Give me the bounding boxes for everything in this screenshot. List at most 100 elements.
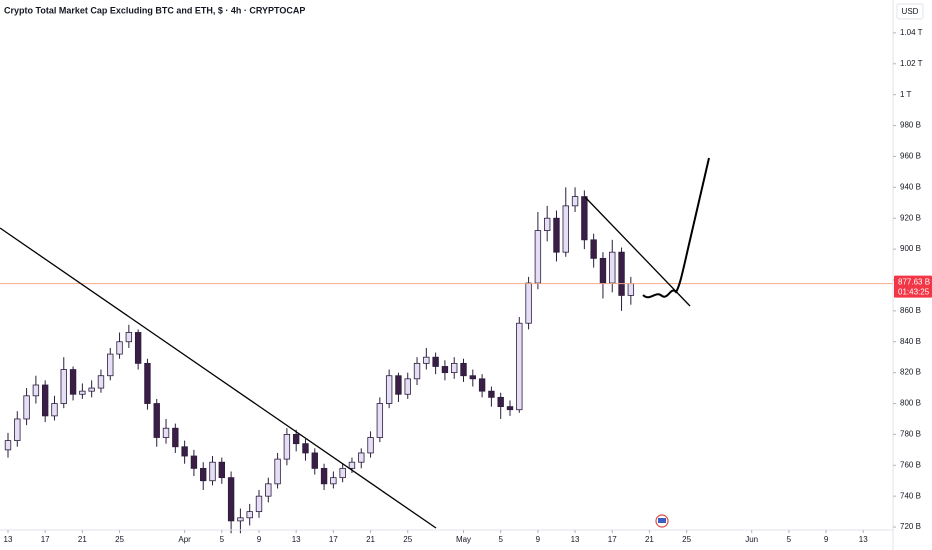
x-tick-label: 21 — [78, 535, 87, 544]
candle-body — [516, 322, 523, 411]
y-tick-label: 860 B — [900, 306, 921, 315]
candle-body — [79, 390, 86, 395]
x-tick-label: 5 — [498, 535, 503, 544]
candle-body — [581, 196, 588, 241]
candle-body — [23, 395, 30, 420]
y-tick-label: 920 B — [900, 213, 921, 222]
y-tick-label: 760 B — [900, 460, 921, 469]
candle-body — [451, 362, 458, 374]
candle-body — [181, 446, 188, 457]
x-tick-label: 9 — [536, 535, 541, 544]
candle-body — [292, 434, 300, 445]
x-tick-label: 25 — [682, 535, 691, 544]
x-tick-label: Apr — [178, 535, 191, 544]
candle-body — [237, 517, 244, 522]
y-tick-label: 1 T — [900, 90, 912, 99]
plot-area — [0, 187, 893, 534]
candle-body — [432, 356, 439, 367]
candle-body — [265, 483, 272, 497]
candle-body — [88, 387, 95, 392]
candle-body — [506, 406, 514, 411]
candle-body — [41, 384, 49, 417]
candle-body — [339, 467, 346, 479]
candle-body — [562, 205, 569, 253]
candle-body — [534, 230, 542, 284]
candle-body — [283, 434, 291, 460]
y-tick-label: 780 B — [900, 430, 921, 439]
candle-body — [69, 369, 77, 395]
x-tick-label: 21 — [645, 535, 654, 544]
candle-body — [497, 396, 504, 408]
y-tick-label: 900 B — [900, 244, 921, 253]
y-tick-label: 940 B — [900, 182, 921, 191]
x-tick-label: 9 — [257, 535, 262, 544]
candle-body — [478, 378, 486, 392]
x-tick-label: 13 — [4, 535, 13, 544]
candle-body — [32, 384, 40, 397]
candle-body — [627, 283, 635, 296]
event-flag — [658, 518, 666, 523]
y-tick-label: 800 B — [900, 399, 921, 408]
trend-line — [584, 196, 691, 307]
candle-body — [51, 403, 58, 417]
candle-body — [460, 362, 467, 377]
x-tick-label: 17 — [41, 535, 50, 544]
candle-body — [543, 217, 551, 231]
candle-body — [218, 461, 225, 479]
y-tick-label: 1.04 T — [900, 28, 923, 37]
candle-body — [404, 378, 411, 395]
candle-body — [618, 251, 625, 296]
y-tick-label: 1.02 T — [900, 59, 923, 68]
candle-body — [367, 437, 374, 454]
candle-body — [255, 495, 263, 513]
y-tick-label: 720 B — [900, 522, 921, 531]
y-tick-label: 740 B — [900, 491, 921, 500]
candle-body — [320, 467, 328, 485]
candle-body — [571, 196, 579, 207]
candle-body — [134, 332, 142, 364]
candle-body — [525, 282, 532, 324]
x-tick-label: 9 — [824, 535, 829, 544]
x-tick-label: 25 — [115, 535, 124, 544]
candle-body — [413, 362, 421, 380]
candle-body — [153, 403, 160, 438]
candle-body — [274, 458, 281, 485]
candle-body — [553, 217, 560, 253]
y-tick-label: 840 B — [900, 337, 921, 346]
candle-body — [358, 452, 365, 463]
candle-body — [385, 375, 393, 404]
y-tick-label: 980 B — [900, 121, 921, 130]
candle-body — [190, 455, 198, 469]
candle-body — [376, 403, 384, 438]
candle-body — [599, 257, 607, 284]
x-tick-label: 21 — [366, 535, 375, 544]
x-tick-label: 13 — [571, 535, 580, 544]
last-price-badge — [894, 275, 932, 298]
x-tick-label: 13 — [859, 535, 868, 544]
candle-body — [162, 427, 170, 438]
candle-body — [125, 332, 133, 343]
currency-button[interactable] — [896, 3, 924, 20]
candle-body — [469, 375, 476, 380]
candle-body — [116, 341, 123, 355]
y-tick-label: 820 B — [900, 368, 921, 377]
candle-body — [227, 477, 235, 522]
axes: 720 B 740 B 760 B 780 B 800 B 820 B 840 B 860 B… — [4, 28, 932, 544]
candle-body — [423, 356, 430, 364]
candle-body — [488, 390, 495, 398]
candle-body — [97, 375, 105, 389]
candle-body — [60, 369, 67, 404]
candle-body — [14, 418, 21, 441]
x-tick-label: 17 — [329, 535, 338, 544]
x-tick-label: May — [456, 535, 471, 544]
candle-body — [590, 239, 597, 259]
currency-label: USD — [902, 7, 919, 16]
candle-body — [302, 443, 309, 454]
x-tick-label: 25 — [403, 535, 412, 544]
candle-body — [395, 375, 402, 395]
candle-body — [144, 362, 151, 404]
candle-body — [348, 461, 356, 469]
candle-body — [4, 440, 12, 451]
